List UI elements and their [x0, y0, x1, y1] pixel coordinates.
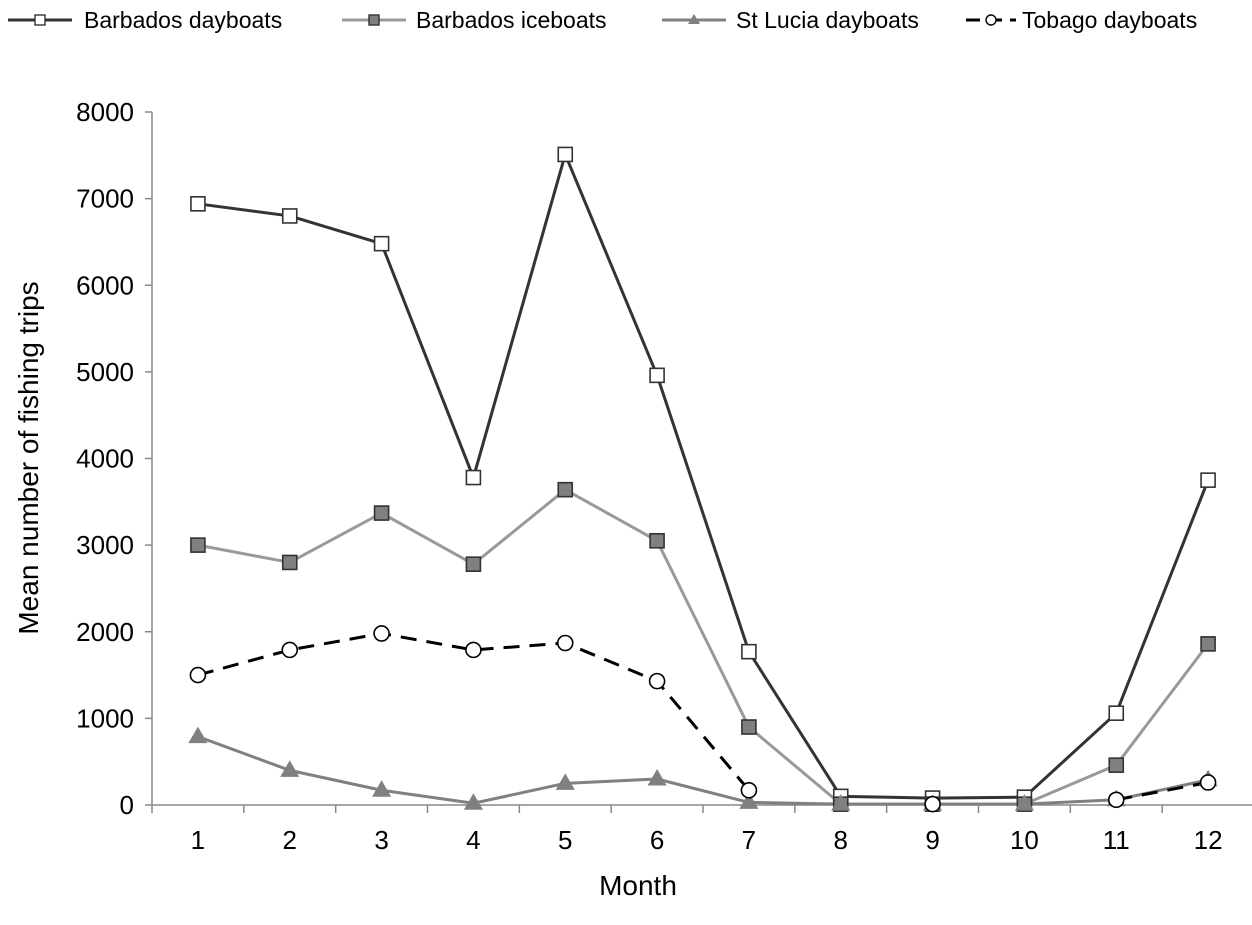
x-tick-label: 11 [1103, 825, 1130, 855]
series-4-point [281, 641, 299, 659]
legend-label: Tobago dayboats [1022, 7, 1197, 33]
x-axis-title: Month [599, 870, 677, 901]
x-tick-label: 7 [742, 825, 756, 855]
series-line-3 [197, 735, 1209, 806]
x-tick-label: 3 [374, 825, 388, 855]
legend-item: Barbados dayboats [8, 7, 282, 33]
series-2-point [1200, 636, 1216, 652]
series-4-point [1107, 791, 1125, 809]
x-tick-label: 2 [283, 825, 297, 855]
y-ticks: 0 1000 2000 3000 4000 5000 6000 7000 8000 [76, 97, 152, 820]
series-3-point [463, 793, 483, 810]
y-axis-title: Mean number of fishing trips [13, 281, 44, 634]
series-3-point [280, 760, 300, 777]
series-markers [188, 146, 1218, 813]
series-4-point [648, 672, 666, 690]
series-3-point [647, 769, 667, 786]
y-tick-label: 6000 [76, 270, 134, 300]
legend-item: Barbados iceboats [342, 7, 607, 33]
x-ticks: 1 2 3 4 5 6 7 8 9 10 11 12 [151, 805, 1223, 855]
series-4-point [189, 666, 207, 684]
axes [151, 112, 1252, 806]
series-3-point [1014, 794, 1034, 811]
y-tick-label: 8000 [76, 97, 134, 127]
legend-label: Barbados iceboats [416, 7, 607, 33]
x-tick-label: 5 [558, 825, 572, 855]
y-tick-label: 1000 [76, 703, 134, 733]
series-2-point [557, 481, 574, 498]
x-tick-label: 4 [466, 825, 480, 855]
series-2-point [741, 719, 757, 735]
series-line-1 [197, 152, 1210, 800]
legend-label: St Lucia dayboats [736, 7, 919, 33]
legend: Barbados dayboats Barbados iceboats St Luc… [8, 7, 1197, 33]
legend-item: St Lucia dayboats [662, 7, 919, 33]
series-3-point [831, 794, 851, 811]
y-tick-label: 5000 [76, 357, 134, 387]
series-1-point [1108, 705, 1125, 721]
series-4-point [1199, 774, 1217, 791]
y-tick-label: 3000 [76, 530, 134, 560]
x-tick-label: 6 [650, 825, 664, 855]
series-1-point [373, 235, 390, 252]
x-tick-label: 1 [191, 825, 205, 855]
series-2-point [1108, 757, 1125, 773]
series-2-point [373, 505, 390, 521]
series-1-point [465, 469, 482, 486]
series-1-point [741, 643, 757, 660]
series-lines [197, 152, 1210, 806]
series-line-2 [197, 488, 1210, 806]
series-1-point [281, 208, 298, 224]
x-tick-label: 8 [834, 825, 848, 855]
series-2-point [281, 554, 298, 571]
series-4-point [373, 625, 390, 642]
legend-marker [688, 14, 700, 24]
series-3-point [188, 726, 208, 744]
series-line-4 [1115, 781, 1209, 802]
x-tick-label: 10 [1010, 825, 1039, 855]
legend-marker [985, 14, 997, 26]
legend-marker [34, 14, 46, 26]
y-tick-label: 2000 [76, 617, 134, 647]
y-tick-label: 0 [120, 790, 134, 820]
legend-label: Barbados dayboats [84, 7, 282, 33]
y-tick-label: 4000 [76, 444, 134, 474]
y-tick-label: 7000 [76, 184, 134, 214]
series-2-point [649, 532, 665, 549]
series-4-point [465, 641, 482, 659]
series-1-point [649, 367, 665, 384]
x-tick-label: 9 [925, 825, 939, 855]
series-4-point [740, 781, 758, 799]
legend-item: Tobago dayboats [966, 7, 1197, 33]
series-3-point [739, 792, 759, 809]
series-1-point [1200, 472, 1216, 488]
legend-marker [368, 14, 380, 26]
x-tick-label: 12 [1194, 825, 1223, 855]
series-3-point [555, 773, 575, 790]
series-2-point [190, 537, 206, 553]
series-3-point [372, 780, 392, 797]
series-4-point [924, 795, 941, 813]
series-1-point [557, 146, 574, 163]
series-2-point [465, 556, 482, 572]
series-1-point [190, 196, 206, 212]
series-4-point [556, 634, 574, 652]
